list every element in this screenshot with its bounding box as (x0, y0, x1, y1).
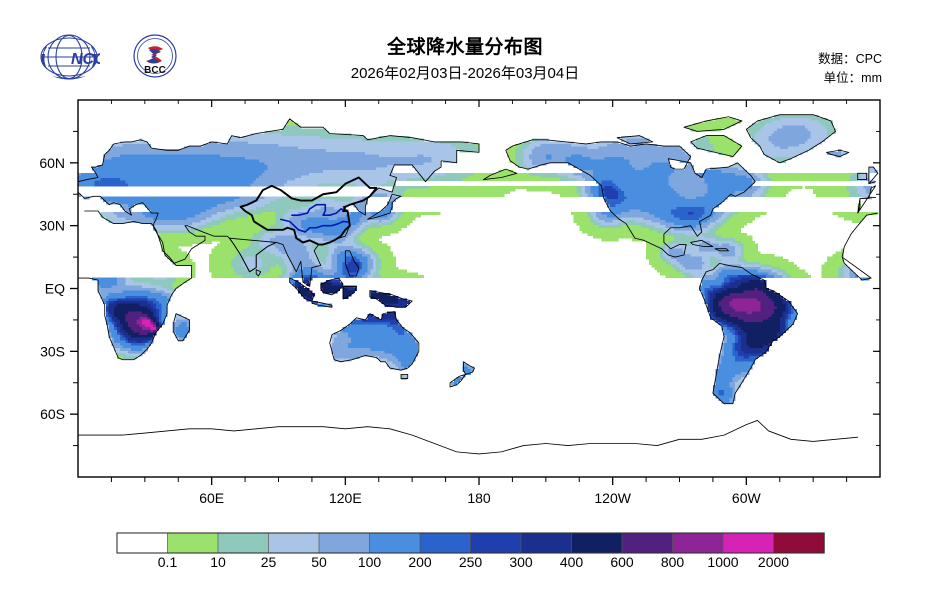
meta-block: 数据：CPC 单位：mm (818, 50, 882, 88)
x-tick-label: 180 (467, 490, 491, 506)
colorbar-swatch (116, 532, 169, 554)
colorbar-swatch (520, 532, 573, 554)
axes: 60E 120E 180 120W 60W 60N 30N EQ 30S 60S (39, 99, 881, 506)
colorbar-tick-label: 200 (408, 554, 432, 570)
colorbar-swatch (217, 532, 270, 554)
colorbar-swatch (419, 532, 472, 554)
ncc-logo: NCC (38, 28, 100, 86)
colorbar-tick-label: 250 (459, 554, 483, 570)
colorbar-swatch (369, 532, 421, 554)
colorbar-swatch (773, 532, 825, 554)
bcc-logo: BCC (124, 28, 186, 86)
colorbar-swatch (722, 532, 775, 554)
y-tick-label: 60N (39, 155, 65, 171)
colorbar: 0.1 10 25 50 100 200 250 300 400 600 800 1000 2000 (116, 532, 825, 570)
date-range-subtitle: 2026年02月03日-2026年03月04日 (350, 65, 580, 82)
colorbar-tick-label: 25 (261, 554, 277, 570)
y-tick-label: 30N (39, 218, 65, 234)
page-title: 全球降水量分布图 (386, 37, 543, 58)
ncc-logo-text: NCC (71, 51, 100, 68)
colorbar-swatch (621, 532, 674, 554)
colorbar-tick-label: 50 (311, 554, 327, 570)
x-tick-label: 60W (732, 490, 762, 506)
x-tick-label: 60E (199, 490, 224, 506)
colorbar-tick-label: 2000 (758, 554, 789, 570)
colorbar-swatch (318, 532, 371, 554)
coastlines (78, 114, 879, 455)
colorbar-tick-label: 400 (560, 554, 584, 570)
y-tick-label: 60S (40, 406, 65, 422)
colorbar-tick-label: 10 (210, 554, 226, 570)
colorbar-tick-label: 0.1 (158, 554, 178, 570)
x-tick-label: 120E (329, 490, 362, 506)
colorbar-tick-label: 1000 (707, 554, 738, 570)
colorbar-swatch (167, 532, 219, 554)
colorbar-tick-label: 300 (509, 554, 533, 570)
y-tick-label: 30S (40, 343, 65, 359)
colorbar-swatch (571, 532, 623, 554)
logo-bar: NCC BCC (34, 28, 194, 86)
bcc-logo-text: BCC (144, 65, 166, 76)
colorbar-swatch (470, 532, 522, 554)
colorbar-swatch (672, 532, 724, 554)
x-tick-label: 120W (594, 490, 631, 506)
colorbar-tick-label: 100 (358, 554, 382, 570)
unit-label: 单位：mm (823, 71, 882, 85)
title-block: 全球降水量分布图 2026年02月03日-2026年03月04日 (265, 36, 665, 85)
data-source-label: 数据：CPC (818, 52, 882, 66)
y-tick-label: EQ (45, 281, 65, 297)
colorbar-swatch (268, 532, 320, 554)
colorbar-tick-label: 800 (661, 554, 685, 570)
colorbar-tick-label: 600 (610, 554, 634, 570)
